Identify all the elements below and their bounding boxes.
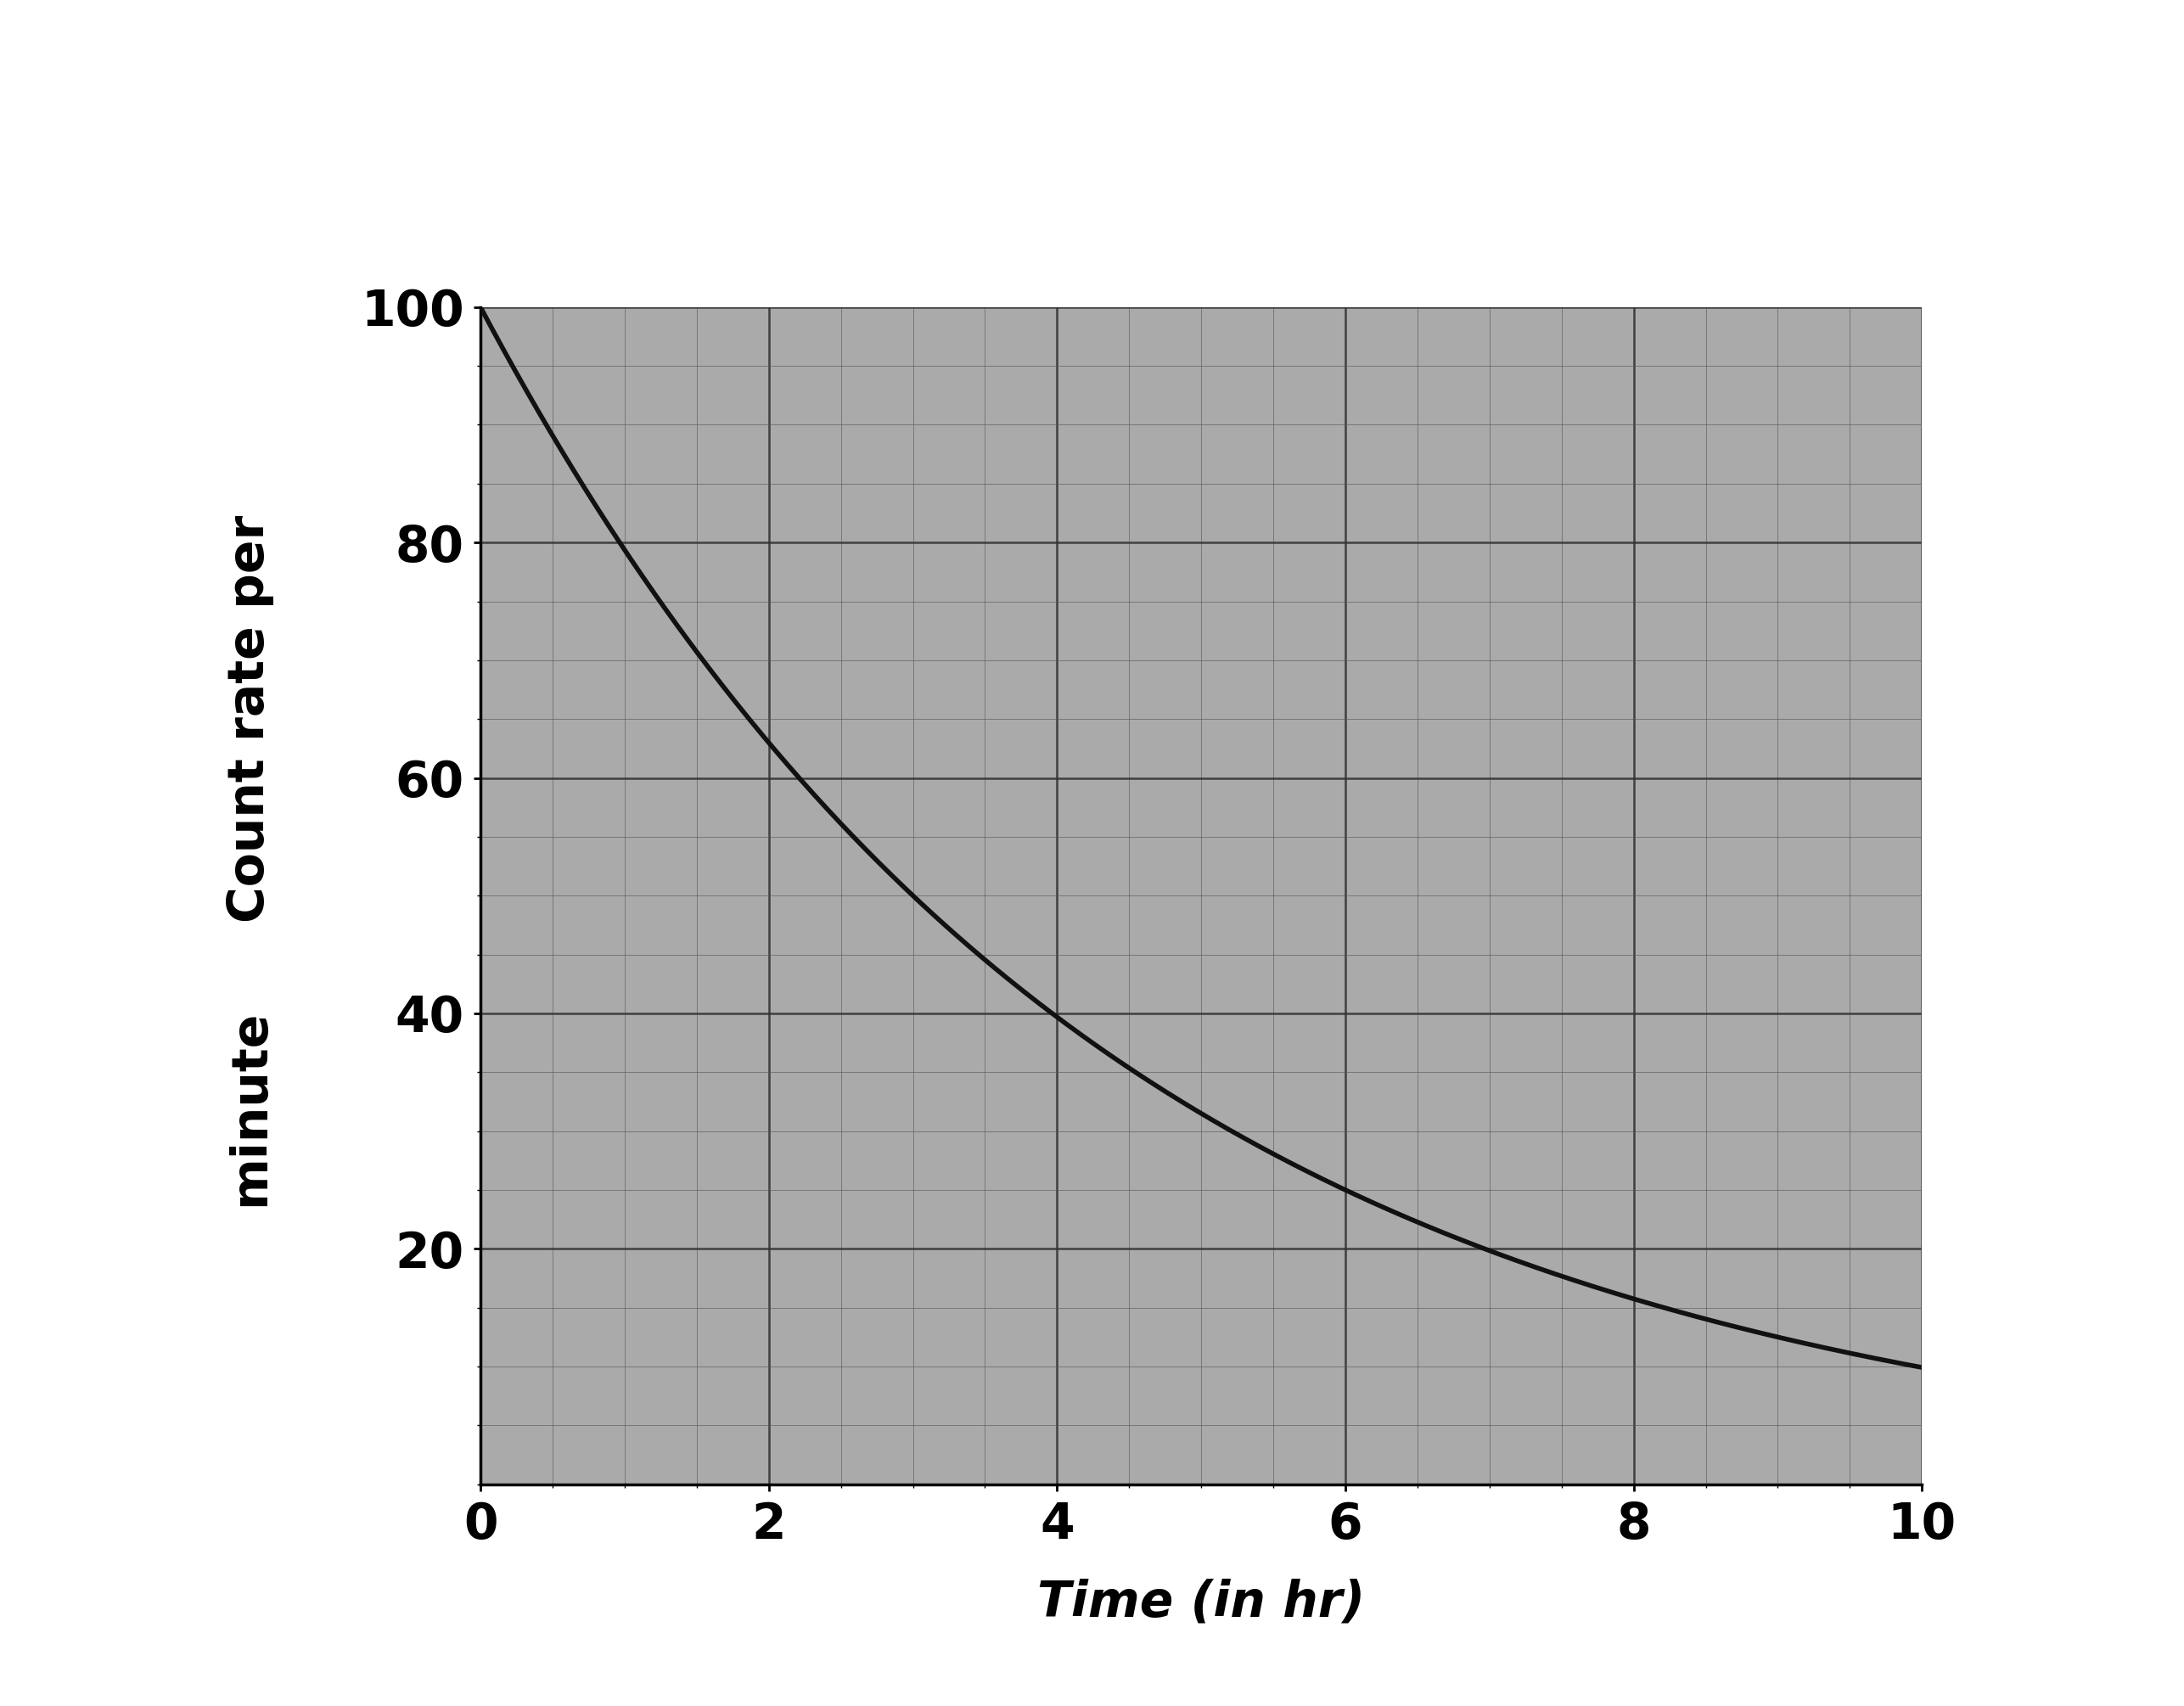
Text: minute: minute bbox=[225, 1010, 273, 1206]
Text: Count rate per: Count rate per bbox=[225, 515, 273, 923]
X-axis label: Time (in hr): Time (in hr) bbox=[1037, 1578, 1365, 1628]
